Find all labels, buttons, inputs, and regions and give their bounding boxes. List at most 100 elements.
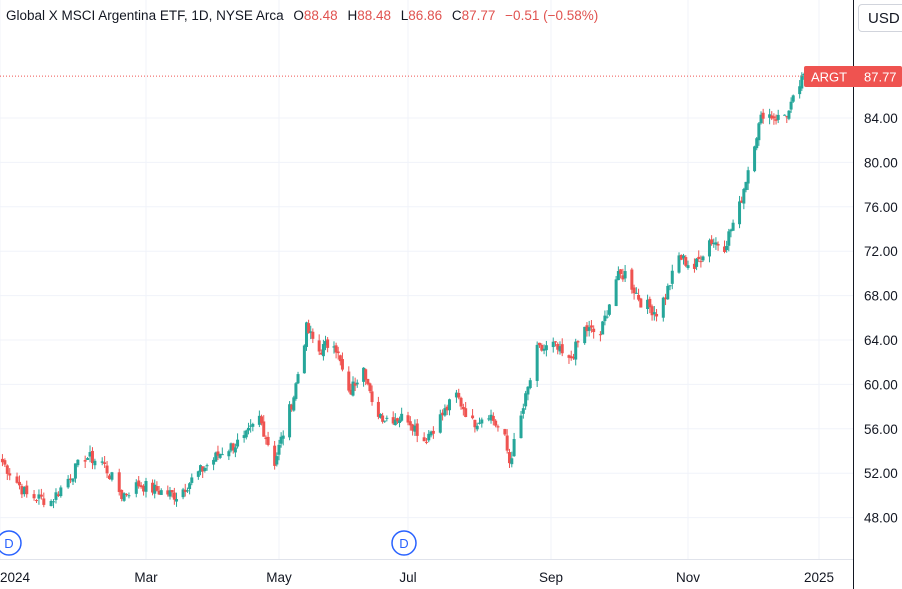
candle-body bbox=[183, 489, 187, 492]
candle-body bbox=[798, 86, 802, 95]
candle bbox=[181, 487, 185, 500]
candle bbox=[190, 473, 194, 486]
candle-body bbox=[220, 454, 224, 456]
candle-body bbox=[216, 451, 220, 456]
candle bbox=[151, 479, 155, 496]
candle-body bbox=[236, 439, 240, 447]
candle bbox=[772, 113, 776, 125]
candle bbox=[542, 344, 546, 355]
candle bbox=[413, 419, 417, 436]
candles bbox=[0, 68, 819, 509]
candle bbox=[214, 451, 218, 462]
candle-body bbox=[317, 340, 321, 352]
candle bbox=[729, 228, 733, 238]
candle bbox=[317, 334, 321, 356]
candle bbox=[605, 310, 609, 319]
candle-body bbox=[294, 383, 298, 399]
candle-body bbox=[537, 342, 541, 346]
dividend-marker[interactable]: D bbox=[0, 530, 22, 556]
candle-body bbox=[214, 452, 218, 462]
candle bbox=[39, 488, 43, 500]
candle-body bbox=[601, 321, 605, 335]
candle bbox=[71, 478, 75, 485]
candle-body bbox=[540, 344, 544, 351]
candle-body bbox=[802, 74, 806, 76]
price-tag-ticker: ARGT bbox=[811, 70, 847, 85]
candle-body bbox=[422, 437, 426, 442]
low-label: L bbox=[400, 8, 409, 23]
candle-body bbox=[569, 356, 573, 359]
candle-body bbox=[166, 490, 170, 495]
candle-body bbox=[181, 489, 185, 498]
candle bbox=[246, 422, 250, 435]
candle-body bbox=[355, 382, 359, 385]
candle bbox=[716, 241, 720, 251]
candle bbox=[349, 383, 353, 395]
candle bbox=[569, 350, 573, 361]
candle-body bbox=[670, 270, 674, 284]
candle-body bbox=[251, 423, 255, 427]
candle-body bbox=[571, 356, 575, 359]
candle bbox=[395, 417, 399, 425]
candle-body bbox=[120, 489, 124, 499]
candle-body bbox=[376, 401, 380, 417]
time-axis[interactable]: 2024 Mar May Jul Sep Nov 2025 bbox=[0, 570, 834, 585]
candle bbox=[338, 354, 342, 366]
candle bbox=[353, 377, 357, 392]
candle bbox=[551, 337, 555, 353]
candle-body bbox=[398, 420, 402, 424]
candle bbox=[302, 344, 306, 374]
candle-body bbox=[544, 345, 548, 351]
candle bbox=[185, 487, 189, 493]
candle-body bbox=[76, 459, 80, 466]
candle-body bbox=[249, 425, 253, 427]
currency-button[interactable]: USD bbox=[858, 4, 902, 32]
candle bbox=[695, 257, 699, 271]
candle-body bbox=[664, 297, 668, 300]
candle bbox=[88, 445, 92, 463]
candle-body bbox=[351, 381, 355, 396]
candle-body bbox=[338, 355, 342, 362]
candle bbox=[603, 310, 607, 326]
candle bbox=[710, 235, 714, 246]
candle-body bbox=[73, 463, 77, 479]
candle bbox=[155, 481, 159, 492]
candle bbox=[494, 419, 498, 428]
candle-body bbox=[761, 112, 765, 119]
candle bbox=[438, 409, 442, 434]
candle bbox=[503, 428, 507, 436]
candle-body bbox=[637, 294, 641, 300]
candle-body bbox=[185, 490, 189, 492]
candle bbox=[524, 390, 528, 410]
candle-body bbox=[585, 325, 589, 332]
grid-lines bbox=[0, 0, 853, 559]
candle bbox=[324, 335, 328, 351]
y-tick-label: 80.00 bbox=[864, 155, 898, 170]
candle bbox=[244, 429, 248, 440]
candle bbox=[229, 442, 233, 453]
price-axis[interactable]: 84.00 80.00 76.00 72.00 68.00 64.00 60.00 56.00… bbox=[864, 111, 898, 526]
candle bbox=[83, 455, 87, 469]
candle-body bbox=[218, 453, 222, 458]
candle bbox=[347, 366, 351, 393]
candle-body bbox=[54, 492, 58, 500]
candle bbox=[175, 492, 179, 507]
candle bbox=[583, 326, 587, 345]
candle bbox=[188, 482, 192, 495]
candle-body bbox=[59, 487, 63, 497]
candle-body bbox=[42, 498, 46, 505]
candle-body bbox=[134, 482, 138, 494]
dividend-marker[interactable]: D bbox=[391, 530, 417, 556]
candle bbox=[355, 379, 359, 388]
candle-body bbox=[122, 493, 126, 501]
symbol-title[interactable]: Global X MSCI Argentina ETF, 1D, NYSE Ar… bbox=[6, 8, 284, 23]
candle-body bbox=[395, 418, 399, 422]
candle bbox=[540, 343, 544, 352]
candle bbox=[768, 108, 772, 125]
candle-body bbox=[475, 425, 479, 430]
candle-body bbox=[153, 484, 157, 494]
candle bbox=[142, 484, 146, 496]
candle-body bbox=[512, 439, 516, 457]
